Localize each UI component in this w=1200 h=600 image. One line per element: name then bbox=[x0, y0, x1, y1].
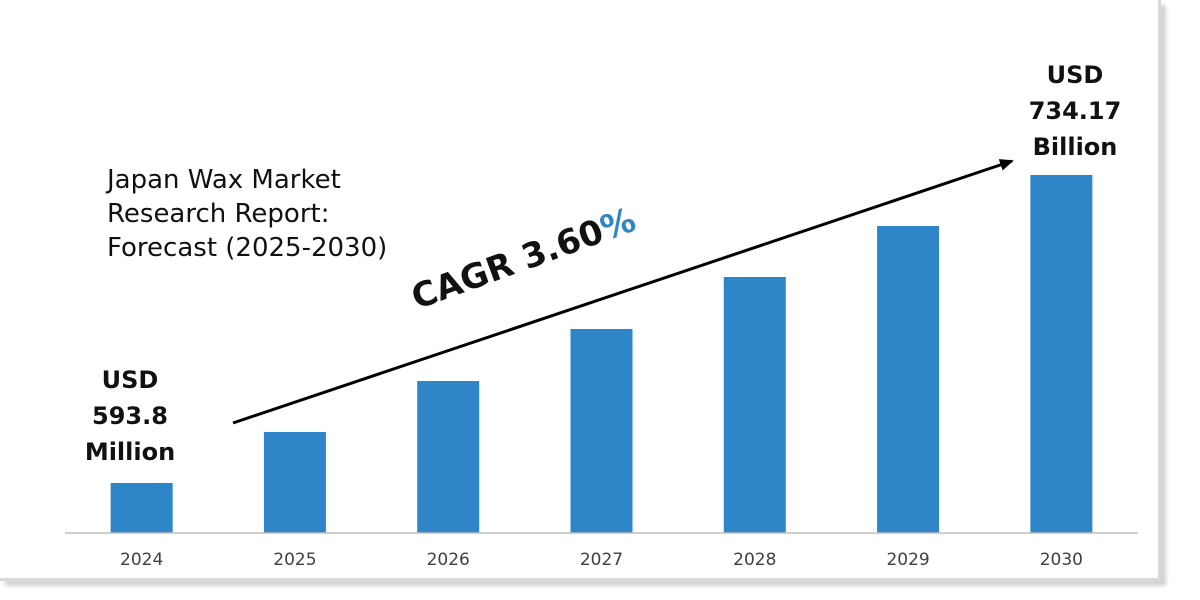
end-currency: USD bbox=[1046, 61, 1104, 89]
bar-2025 bbox=[263, 432, 326, 533]
bar-2027 bbox=[570, 329, 633, 533]
bar-2029 bbox=[877, 226, 940, 533]
x-tick-2030: 2030 bbox=[1040, 550, 1083, 570]
start-currency: USD bbox=[101, 366, 159, 394]
end-unit: Billion bbox=[1032, 133, 1118, 161]
bar-2026 bbox=[417, 381, 480, 533]
start-value-annotation: USD 593.8 Million bbox=[70, 362, 190, 470]
x-tick-2027: 2027 bbox=[580, 550, 623, 570]
end-value: 734.17 bbox=[1028, 97, 1122, 125]
x-tick-2028: 2028 bbox=[733, 550, 776, 570]
x-tick-2026: 2026 bbox=[427, 550, 470, 570]
start-value: 593.8 bbox=[92, 402, 168, 430]
start-unit: Million bbox=[84, 438, 176, 466]
bar-2030 bbox=[1030, 175, 1093, 533]
x-tick-2024: 2024 bbox=[120, 550, 163, 570]
end-value-annotation: USD 734.17 Billion bbox=[1020, 57, 1130, 165]
cagr-arrow bbox=[232, 159, 1014, 425]
chart-title: Japan Wax Market Research Report: Foreca… bbox=[107, 165, 388, 263]
x-tick-2029: 2029 bbox=[886, 550, 929, 570]
bar-2024 bbox=[110, 483, 173, 533]
bar-2028 bbox=[723, 277, 786, 533]
x-tick-2025: 2025 bbox=[273, 550, 316, 570]
